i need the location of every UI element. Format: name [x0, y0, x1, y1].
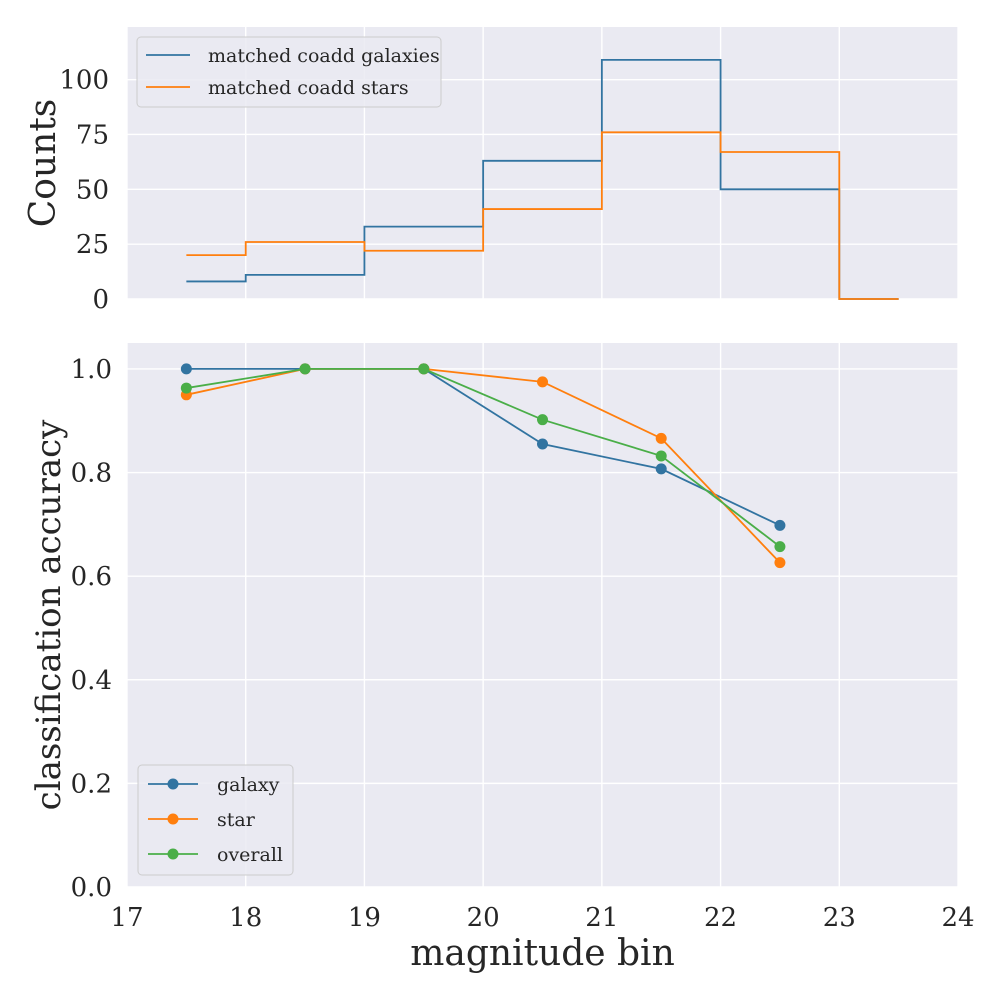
- data-point: [774, 519, 786, 531]
- y-tick-label: 0.2: [71, 769, 112, 799]
- legend-label: overall: [217, 844, 283, 866]
- data-point: [774, 541, 786, 553]
- y-tick-label: 75: [76, 120, 109, 150]
- series-line: [186, 368, 781, 527]
- y-axis-label: Counts: [23, 99, 64, 228]
- series-step-stars: [186, 131, 899, 300]
- legend-label: star: [217, 809, 256, 831]
- legend-marker: [167, 813, 179, 825]
- data-point: [418, 363, 430, 375]
- series-step-galaxies: [186, 59, 899, 300]
- x-tick-label: 17: [110, 903, 143, 933]
- data-point: [537, 376, 548, 388]
- x-tick-label: 24: [941, 903, 974, 933]
- legend: matched coadd galaxies matched coadd star…: [136, 36, 442, 108]
- data-point: [774, 557, 786, 569]
- x-axis-label: magnitude bin: [410, 933, 675, 974]
- y-tick-label: 0.8: [71, 459, 112, 489]
- legend-box: [137, 764, 294, 876]
- data-point: [655, 432, 667, 444]
- legend: galaxy star overall: [137, 764, 294, 876]
- y-tick-label: 0: [92, 285, 109, 315]
- y-tick-label: 0.0: [71, 873, 112, 903]
- legend-label: galaxy: [217, 774, 280, 796]
- legend-label: matched coadd galaxies: [208, 45, 440, 67]
- x-tick-label: 21: [585, 903, 618, 933]
- legend-marker: [167, 778, 179, 790]
- accuracy-line-panel: 17 18 19 20 21 22 23 24 0.0 0.2 0.4 0.6 0.8 1.0 classi…: [29, 343, 975, 974]
- x-tick-label: 19: [348, 903, 381, 933]
- series-overall: [180, 363, 786, 553]
- legend-marker: [167, 848, 179, 860]
- data-point: [299, 363, 311, 375]
- legend-box: [136, 36, 442, 108]
- data-point: [180, 382, 192, 394]
- x-tick-label: 20: [467, 903, 500, 933]
- y-axis-label: classification accuracy: [29, 419, 69, 810]
- y-tick-label: 25: [76, 230, 109, 260]
- y-tick-label: 0.6: [71, 562, 112, 592]
- legend-label: matched coadd stars: [208, 77, 409, 99]
- y-tick-label: 50: [76, 175, 109, 205]
- series-line: [186, 368, 781, 564]
- x-tick-label: 18: [229, 903, 262, 933]
- x-tick-label: 23: [823, 903, 856, 933]
- series-line: [186, 368, 781, 548]
- data-point: [537, 438, 548, 450]
- data-point: [655, 463, 667, 475]
- data-point: [655, 450, 667, 462]
- y-tick-label: 1.0: [71, 355, 112, 385]
- x-tick-label: 22: [704, 903, 737, 933]
- data-point: [180, 363, 192, 375]
- y-tick-label: 100: [59, 66, 109, 96]
- y-tick-label: 0.4: [71, 666, 112, 696]
- data-point: [537, 414, 548, 426]
